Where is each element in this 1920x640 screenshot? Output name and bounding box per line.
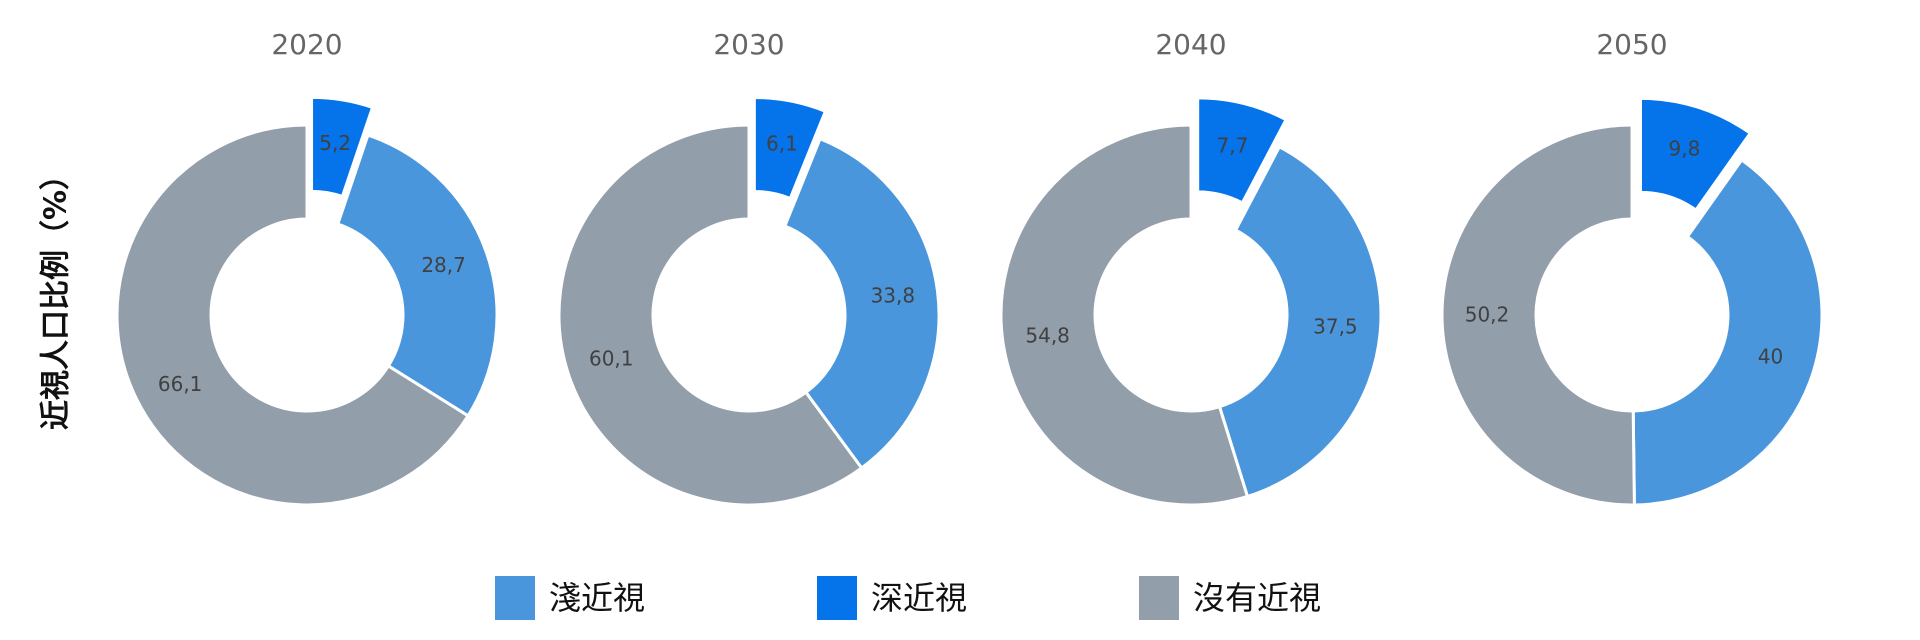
legend-label-淺近視: 淺近視 <box>549 579 645 617</box>
data-label-深近視-2030: 6,1 <box>766 132 798 156</box>
legend-item-深近視: 深近視 <box>817 576 967 620</box>
data-label-深近視-2020: 5,2 <box>319 131 351 155</box>
data-label-淺近視-2030: 33,8 <box>871 283 916 307</box>
y-axis-label: 近視人口比例（%） <box>39 160 74 430</box>
legend: 淺近視 深近視 沒有近視 <box>495 576 1321 620</box>
donut-2050: 2050 9,8 40 50,2 <box>1440 28 1824 507</box>
slice-深近視-2040 <box>1196 96 1289 205</box>
chart-title-2030: 2030 <box>713 28 784 61</box>
slice-沒有近視-2050 <box>1440 123 1636 507</box>
data-label-沒有近視-2040: 54,8 <box>1025 323 1070 347</box>
slice-淺近視-2020 <box>335 133 499 418</box>
chart-title-2050: 2050 <box>1596 28 1667 61</box>
chart-title-2040: 2040 <box>1155 28 1226 61</box>
donut-2040: 2040 7,7 37,5 54,8 <box>999 28 1383 507</box>
data-label-淺近視-2020: 28,7 <box>421 253 466 277</box>
data-label-淺近視-2040: 37,5 <box>1313 315 1358 339</box>
data-label-沒有近視-2020: 66,1 <box>158 372 203 396</box>
donut-2030: 2030 6,1 33,8 60,1 <box>557 28 941 507</box>
slice-沒有近視-2020 <box>115 123 471 507</box>
slice-深近視-2020 <box>310 95 375 199</box>
slice-深近視-2030 <box>752 96 828 201</box>
data-label-深近視-2040: 7,7 <box>1217 134 1249 158</box>
legend-swatch-深近視 <box>817 576 857 620</box>
slice-沒有近視-2040 <box>999 123 1250 507</box>
chart-title-2020: 2020 <box>271 28 342 61</box>
data-label-沒有近視-2050: 50,2 <box>1465 302 1510 326</box>
legend-item-沒有近視: 沒有近視 <box>1139 576 1321 620</box>
slice-淺近視-2040 <box>1217 144 1383 499</box>
legend-swatch-沒有近視 <box>1139 576 1179 620</box>
legend-swatch-淺近視 <box>495 576 535 620</box>
slice-淺近視-2050 <box>1631 157 1824 507</box>
legend-label-沒有近視: 沒有近視 <box>1193 579 1321 617</box>
donut-2020: 2020 5,2 28,7 66,1 <box>115 28 499 507</box>
data-label-沒有近視-2030: 60,1 <box>589 347 634 371</box>
legend-label-深近視: 深近視 <box>871 579 967 617</box>
slice-沒有近視-2030 <box>557 123 864 507</box>
slice-淺近視-2030 <box>782 136 941 471</box>
data-label-深近視-2050: 9,8 <box>1669 137 1701 161</box>
donut-charts-group: 2020 5,2 28,7 66,1 2030 6,1 33,8 60,1 2040 7,7 37,… <box>115 28 1824 507</box>
data-label-淺近視-2050: 40 <box>1758 345 1783 369</box>
slice-深近視-2050 <box>1638 96 1753 213</box>
legend-item-淺近視: 淺近視 <box>495 576 645 620</box>
